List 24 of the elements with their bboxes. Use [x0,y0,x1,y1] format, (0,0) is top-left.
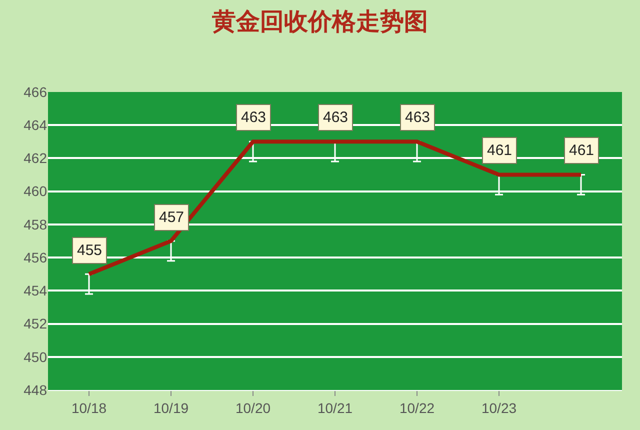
y-tick-label: 452 [24,316,48,332]
data-label: 463 [241,109,266,126]
data-label: 463 [405,109,430,126]
x-tick-label: 10/19 [153,400,189,416]
x-tick-label: 10/20 [235,400,271,416]
data-label: 461 [569,142,594,159]
data-label: 455 [77,242,102,259]
y-tick-label: 460 [24,183,48,200]
y-tick-label: 458 [24,216,48,232]
data-label: 461 [487,142,512,159]
data-label: 463 [323,109,348,126]
x-tick-label: 10/21 [317,400,353,416]
y-tick-label: 454 [24,282,48,299]
y-tick-label: 450 [24,348,48,365]
y-tick-label: 466 [24,84,48,100]
x-tick-label: 10/18 [71,400,107,416]
y-tick-label: 462 [24,150,48,166]
x-tick-label: 10/22 [399,400,435,416]
y-tick-label: 448 [24,382,48,398]
data-label: 457 [159,209,184,226]
y-tick-label: 464 [24,117,48,134]
y-tick-label: 456 [24,249,48,266]
x-tick-label: 10/23 [481,400,517,416]
chart-title: 黄金回收价格走势图 [211,6,428,36]
